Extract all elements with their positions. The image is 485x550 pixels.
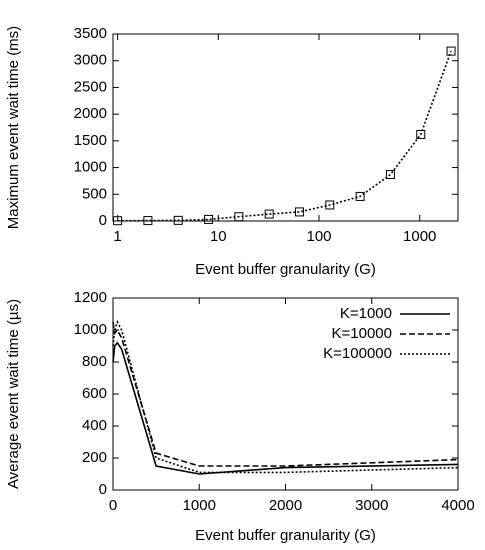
y-tick-label: 3000 [74, 52, 107, 69]
y-tick-label: 2000 [74, 105, 107, 122]
marker [234, 212, 244, 222]
marker [385, 170, 395, 180]
legend-label: K=10000 [332, 325, 392, 342]
data-line [112, 321, 459, 467]
x-tick-label: 10 [210, 228, 227, 245]
y-axis-label: Maximum event wait time (ms) [5, 26, 22, 229]
marker [446, 46, 456, 56]
x-tick-label: 1 [113, 228, 121, 245]
data-line [112, 319, 459, 474]
data-line [112, 341, 459, 475]
marker [355, 191, 365, 201]
x-tick-label: 1000 [403, 228, 436, 245]
x-axis-label: Event buffer granularity (G) [195, 261, 376, 278]
marker [173, 215, 183, 225]
x-tick-label: 4000 [441, 497, 474, 514]
y-tick-label: 3500 [74, 25, 107, 42]
y-tick-label: 0 [99, 212, 107, 229]
marker [113, 216, 123, 226]
marker [264, 209, 274, 219]
y-tick-label: 2500 [74, 78, 107, 95]
y-tick-label: 1200 [74, 289, 107, 306]
y-tick-label: 200 [82, 449, 107, 466]
x-axis-label: Event buffer granularity (G) [195, 527, 376, 544]
y-tick-label: 800 [82, 353, 107, 370]
y-tick-label: 0 [99, 481, 107, 498]
marker [416, 129, 426, 139]
marker [143, 216, 153, 226]
data-line [117, 50, 452, 222]
y-tick-label: 400 [82, 417, 107, 434]
x-tick-label: 2000 [269, 497, 302, 514]
marker [204, 214, 214, 224]
y-axis-label: Average event wait time (µs) [5, 299, 22, 489]
x-tick-label: 3000 [355, 497, 388, 514]
y-tick-label: 1000 [74, 321, 107, 338]
legend-label: K=100000 [323, 345, 392, 362]
legend-label: K=1000 [340, 305, 392, 322]
marker [294, 207, 304, 217]
x-tick-label: 1000 [183, 497, 216, 514]
plot-frame [112, 33, 459, 222]
y-tick-label: 500 [82, 185, 107, 202]
x-tick-label: 100 [306, 228, 331, 245]
y-tick-label: 1000 [74, 159, 107, 176]
y-tick-label: 600 [82, 385, 107, 402]
marker [325, 200, 335, 210]
x-tick-label: 0 [109, 497, 117, 514]
y-tick-label: 1500 [74, 132, 107, 149]
